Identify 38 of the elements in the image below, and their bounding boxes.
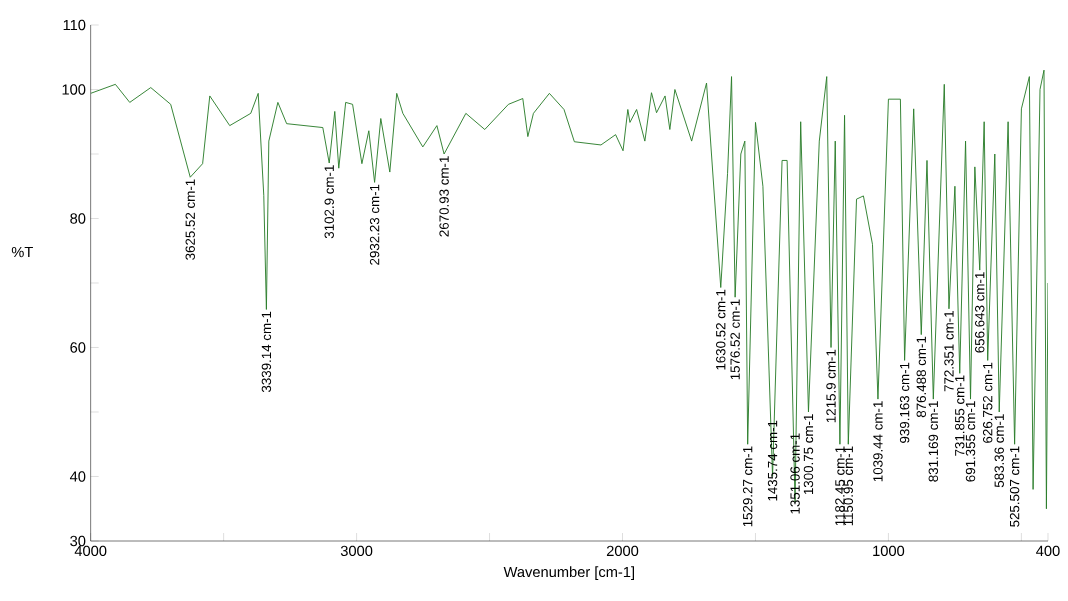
annotation: 731.855 cm-1: [955, 375, 965, 456]
annotation: 2670.93 cm-1: [439, 156, 449, 237]
annotation: 1630.52 cm-1: [716, 289, 726, 370]
annotation: 2932.23 cm-1: [369, 184, 380, 265]
annotation: 772.351 cm-1: [944, 311, 954, 392]
y-tick-label: 40: [69, 471, 86, 482]
annotation: 656.643 cm-1: [975, 272, 985, 353]
annotation: 939.163 cm-1: [899, 362, 910, 443]
annotation: 3102.9 cm-1: [324, 165, 334, 239]
y-axis-title: %T: [11, 246, 33, 258]
annotation: 3625.52 cm-1: [185, 179, 195, 260]
x-tick-label: 2000: [606, 545, 639, 557]
annotation: 3339.14 cm-1: [261, 311, 272, 393]
annotation: 691.355 cm-1: [965, 401, 976, 482]
x-tick-label: 400: [1036, 545, 1060, 557]
annotation: 876.488 cm-1: [916, 336, 926, 418]
x-tick-label: 4000: [74, 545, 107, 557]
x-tick-label: 3000: [340, 545, 373, 557]
annotation: 1039.44 cm-1: [873, 401, 883, 482]
y-tick-label: 60: [70, 342, 86, 353]
x-axis-title: Wavenumber [cm-1]: [503, 566, 634, 581]
y-tick-label: 30: [70, 535, 86, 547]
annotation: 1529.27 cm-1: [742, 446, 753, 527]
annotation: 1300.75 cm-1: [803, 414, 814, 495]
annotation: 831.169 cm-1: [928, 401, 939, 482]
annotation: 525.507 cm-1: [1009, 446, 1020, 527]
y-tick-label: 80: [70, 213, 86, 224]
annotation: 1435.74 cm-1: [767, 420, 778, 501]
annotation: 1182.45 cm-1: [835, 446, 845, 526]
annotation: 1150.95 cm-1: [843, 446, 854, 526]
y-tick-label: 100: [62, 84, 86, 95]
y-tick-label: 110: [63, 19, 86, 31]
x-tick-label: 1000: [873, 545, 905, 557]
annotation: 583.36 cm-1: [994, 414, 1004, 488]
annotation: 1351.06 cm-1: [790, 433, 800, 514]
annotation: 1215.9 cm-1: [826, 349, 836, 423]
annotation: 1576.52 cm-1: [730, 299, 740, 380]
annotation: 626.752 cm-1: [982, 362, 993, 443]
